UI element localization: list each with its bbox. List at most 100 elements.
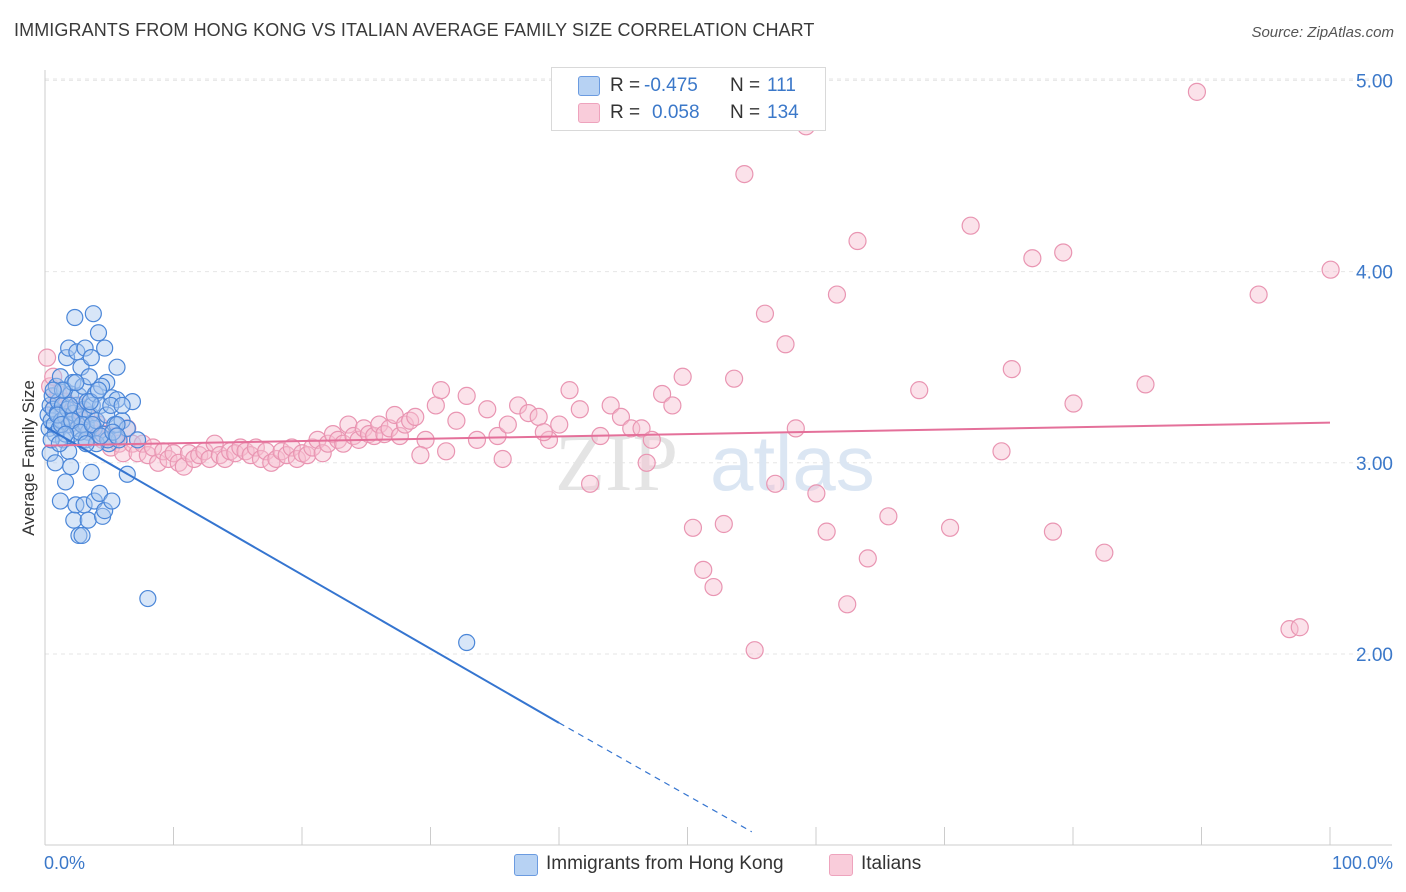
correlation-stats-box: R = -0.475 N = 111 R = 0.058 N = 134	[551, 67, 826, 131]
data-point-italians	[817, 522, 836, 541]
data-point-hong-kong	[123, 393, 142, 411]
data-point-italians	[478, 400, 497, 419]
data-point-italians	[622, 419, 641, 438]
data-point-italians	[766, 474, 785, 493]
data-point-hong-kong	[53, 381, 72, 399]
data-point-hong-kong	[108, 358, 126, 376]
data-point-italians	[257, 442, 276, 461]
data-point-italians	[488, 426, 507, 446]
data-point-italians	[807, 484, 826, 503]
data-point-italians	[519, 403, 538, 423]
stats-n-label: N =	[730, 102, 761, 123]
data-point-italians	[1064, 394, 1083, 413]
data-point-italians	[1321, 260, 1340, 279]
x-tick-label-max: 100.0%	[1331, 853, 1393, 873]
y-tick-label: 4.00	[1356, 263, 1393, 284]
data-point-italians	[426, 396, 445, 415]
data-point-italians	[354, 419, 373, 438]
data-point-hong-kong	[96, 339, 114, 357]
data-point-hong-kong	[66, 308, 84, 327]
stats-swatch-blue	[578, 76, 600, 96]
data-point-italians	[246, 438, 265, 457]
data-point-hong-kong	[82, 463, 100, 481]
legend-label-italians: Italians	[861, 853, 922, 874]
data-point-hong-kong	[56, 473, 75, 491]
y-tick-labels: 2.00 3.00 4.00 5.00	[1356, 71, 1393, 666]
data-point-italians	[704, 577, 723, 597]
data-point-italians	[745, 641, 764, 660]
data-point-italians	[498, 415, 517, 434]
data-point-italians	[652, 384, 672, 404]
data-point-italians	[1290, 618, 1309, 637]
data-point-italians	[570, 400, 589, 419]
legend-swatch-pink	[829, 854, 853, 876]
data-point-italians	[529, 407, 548, 427]
data-point-italians	[313, 444, 332, 463]
watermark-zip: ZIP	[555, 417, 678, 508]
data-point-italians	[910, 381, 929, 400]
data-point-italians	[1002, 360, 1021, 379]
data-point-italians	[961, 216, 980, 235]
data-point-italians	[776, 335, 795, 354]
legend-label-hong-kong: Immigrants from Hong Kong	[546, 853, 784, 874]
data-point-hong-kong	[128, 431, 147, 449]
data-point-hong-kong	[84, 305, 102, 323]
data-point-hong-kong	[52, 415, 71, 434]
y-tick-label: 5.00	[1356, 71, 1393, 92]
stats-n-value: 134	[767, 102, 799, 123]
data-point-hong-kong	[73, 526, 91, 545]
y-tick-label: 3.00	[1356, 454, 1393, 475]
data-point-italians	[560, 381, 579, 400]
data-point-italians	[406, 407, 425, 427]
stats-r-label: R =	[610, 75, 641, 96]
data-point-italians	[509, 396, 528, 415]
data-point-italians	[581, 474, 600, 493]
data-point-italians	[663, 396, 682, 415]
data-point-italians	[174, 457, 193, 476]
stats-n-value: 111	[767, 75, 796, 96]
trend-line-hong-kong	[44, 425, 560, 724]
source-label: Source: ZipAtlas.com	[1251, 24, 1394, 41]
data-point-italians	[411, 446, 430, 465]
stats-n-label: N =	[730, 75, 761, 96]
watermark: ZIP atlas	[555, 417, 875, 508]
axes	[44, 70, 1392, 846]
data-point-hong-kong	[62, 458, 80, 476]
trend-lines	[44, 421, 1331, 833]
data-point-italians	[339, 415, 358, 434]
gridlines	[45, 78, 1392, 655]
data-point-hong-kong	[76, 339, 94, 357]
data-point-italians	[467, 430, 487, 449]
data-point-hong-kong	[89, 381, 108, 399]
data-point-hong-kong	[96, 502, 114, 520]
data-point-italians	[380, 419, 399, 438]
data-point-italians	[457, 386, 476, 405]
data-point-italians	[282, 438, 301, 457]
data-point-hong-kong	[89, 324, 108, 342]
data-point-italians	[611, 407, 631, 427]
trend-line-italians	[44, 421, 1331, 447]
data-point-italians	[159, 449, 178, 469]
data-point-hong-kong	[108, 427, 126, 445]
x-tick-label-min: 0.0%	[44, 853, 86, 873]
data-point-italians	[1095, 543, 1114, 562]
stats-r-value: 0.058	[652, 102, 700, 123]
data-point-italians	[827, 285, 847, 304]
legend: Immigrants from Hong Kong Italians	[0, 852, 1406, 878]
data-point-hong-kong	[458, 633, 476, 652]
data-point-italians	[992, 442, 1011, 461]
data-point-italians	[37, 348, 57, 367]
data-point-italians	[149, 453, 168, 472]
data-point-italians	[1136, 375, 1155, 394]
data-point-italians	[879, 507, 898, 526]
data-point-italians	[287, 449, 307, 469]
data-point-hong-kong	[113, 396, 131, 415]
data-point-hong-kong	[90, 484, 109, 502]
data-point-italians	[848, 231, 867, 251]
data-point-hong-kong	[82, 349, 100, 367]
data-point-italians	[1054, 243, 1073, 262]
data-point-hong-kong	[61, 396, 79, 415]
data-point-italians	[714, 514, 733, 534]
data-point-italians	[683, 518, 703, 537]
data-point-hong-kong	[103, 492, 121, 510]
